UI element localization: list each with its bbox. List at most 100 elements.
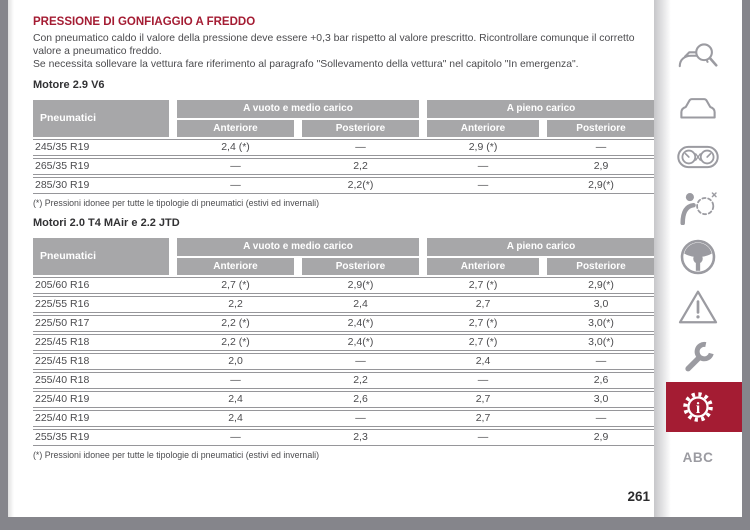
pressure-value-cell: 2,6 xyxy=(302,390,420,408)
intro-paragraph-2: Se necessita sollevare la vettura fare r… xyxy=(33,59,579,71)
column-header-tyres: Pneumatici xyxy=(33,237,169,275)
column-gap xyxy=(169,100,177,137)
column-gap xyxy=(169,276,177,294)
chapter-sidebar: i ABC xyxy=(654,0,742,517)
sidebar-item-maintenance[interactable] xyxy=(654,332,742,382)
sidebar-item-index[interactable]: ABC xyxy=(654,432,742,482)
column-gap xyxy=(419,157,428,175)
column-gap xyxy=(539,352,548,370)
column-gap xyxy=(419,333,428,351)
pressure-value-cell: 2,7 (*) xyxy=(177,276,294,294)
pressure-value-cell: 2,2 (*) xyxy=(177,333,294,351)
pressure-value-cell: — xyxy=(177,176,294,194)
tyre-size-cell: 225/40 R19 xyxy=(33,409,169,427)
pressure-value-cell: 3,0(*) xyxy=(547,333,656,351)
column-gap xyxy=(294,120,302,137)
subheader-rear: Posteriore xyxy=(302,119,420,137)
table-footnote: (*) Pressioni idonee per tutte le tipolo… xyxy=(33,449,320,460)
column-gap xyxy=(419,390,428,408)
pressure-value-cell: 2,3 xyxy=(302,428,420,446)
tyre-size-cell: 245/35 R19 xyxy=(33,138,169,156)
engine-heading-t4-jtd: Motori 2.0 T4 MAir e 2.2 JTD xyxy=(33,216,180,229)
tyre-pressure-table-t4-jtd: Pneumatici A vuoto e medio carico A pien… xyxy=(33,236,656,448)
pressure-value-cell: 2,7 xyxy=(427,390,540,408)
pressure-value-cell: 2,0 xyxy=(177,352,294,370)
column-gap xyxy=(419,276,428,294)
column-gap xyxy=(539,428,548,446)
column-gap xyxy=(294,428,302,446)
column-gap xyxy=(539,120,547,137)
column-gap xyxy=(169,390,177,408)
column-gap xyxy=(419,238,427,275)
table-row: 265/35 R19 — 2,2 — 2,9 xyxy=(33,157,656,175)
pressure-value-cell: 2,7 xyxy=(427,409,540,427)
pressure-value-cell: 2,7 (*) xyxy=(427,333,540,351)
pressure-value-cell: 2,4(*) xyxy=(302,314,420,332)
column-gap xyxy=(294,176,302,194)
table-row: 225/40 R19 2,4 2,6 2,7 3,0 xyxy=(33,390,656,408)
column-gap xyxy=(169,314,177,332)
column-gap xyxy=(169,371,177,389)
pressure-value-cell: — xyxy=(547,352,656,370)
group-header-unladen: A vuoto e medio carico xyxy=(177,99,420,118)
column-gap xyxy=(419,314,428,332)
table-row: 225/40 R19 2,4 — 2,7 — xyxy=(33,409,656,427)
sidebar-item-car-front[interactable] xyxy=(654,82,742,132)
car-search-icon xyxy=(678,42,718,67)
sidebar-item-steering[interactable] xyxy=(654,232,742,282)
column-gap xyxy=(294,371,302,389)
pressure-value-cell: — xyxy=(302,409,420,427)
info-gear-icon: i xyxy=(683,392,713,422)
pressure-value-cell: 3,0(*) xyxy=(547,314,656,332)
sidebar-item-warning[interactable] xyxy=(654,282,742,332)
subheader-front: Anteriore xyxy=(177,257,294,275)
column-gap xyxy=(539,157,548,175)
pressure-value-cell: 2,4 (*) xyxy=(177,138,294,156)
pressure-value-cell: 2,4 xyxy=(177,409,294,427)
column-gap xyxy=(169,238,177,275)
column-gap xyxy=(169,157,177,175)
pressure-value-cell: 2,9(*) xyxy=(547,276,656,294)
group-header-unladen: A vuoto e medio carico xyxy=(177,237,420,256)
steering-wheel-icon xyxy=(680,239,716,275)
column-gap xyxy=(419,409,428,427)
sidebar-item-airbag[interactable] xyxy=(654,182,742,232)
column-gap xyxy=(539,258,547,275)
column-gap xyxy=(294,157,302,175)
table-row: 225/50 R17 2,2 (*) 2,4(*) 2,7 (*) 3,0(*) xyxy=(33,314,656,332)
sidebar-item-dashboard[interactable] xyxy=(654,132,742,182)
table-row: 225/45 R18 2,2 (*) 2,4(*) 2,7 (*) 3,0(*) xyxy=(33,333,656,351)
tyre-size-cell: 265/35 R19 xyxy=(33,157,169,175)
column-gap xyxy=(169,352,177,370)
page-title: PRESSIONE DI GONFIAGGIO A FREDDO xyxy=(33,16,256,28)
column-gap xyxy=(294,409,302,427)
table-footnote: (*) Pressioni idonee per tutte le tipolo… xyxy=(33,197,320,208)
pressure-value-cell: 2,9 xyxy=(547,157,656,175)
column-gap xyxy=(419,428,428,446)
dashboard-gauges-icon xyxy=(677,145,719,169)
tyre-size-cell: 255/35 R19 xyxy=(33,428,169,446)
tyre-size-cell: 225/45 R18 xyxy=(33,352,169,370)
page-content: PRESSIONE DI GONFIAGGIO A FREDDO Con pne… xyxy=(33,0,656,460)
pressure-value-cell: 3,0 xyxy=(547,390,656,408)
column-gap xyxy=(539,371,548,389)
pressure-value-cell: 2,2 (*) xyxy=(177,314,294,332)
pressure-value-cell: — xyxy=(547,138,656,156)
pressure-value-cell: — xyxy=(547,409,656,427)
column-gap xyxy=(169,295,177,313)
sidebar-item-car-search[interactable] xyxy=(654,32,742,82)
pressure-value-cell: 2,2 xyxy=(302,157,420,175)
column-gap xyxy=(294,138,302,156)
column-gap xyxy=(539,314,548,332)
pressure-value-cell: — xyxy=(177,428,294,446)
intro-paragraph-1: Con pneumatico caldo il valore della pre… xyxy=(33,33,635,57)
sidebar-items: i ABC xyxy=(654,0,742,482)
tyre-size-cell: 285/30 R19 xyxy=(33,176,169,194)
sidebar-item-technical-data[interactable]: i xyxy=(654,382,742,432)
column-gap xyxy=(294,258,302,275)
pressure-value-cell: — xyxy=(427,157,540,175)
tyre-pressure-table-v6: Pneumatici A vuoto e medio carico A pien… xyxy=(33,98,656,196)
pressure-value-cell: 2,7 (*) xyxy=(427,314,540,332)
column-gap xyxy=(294,314,302,332)
column-gap xyxy=(419,352,428,370)
